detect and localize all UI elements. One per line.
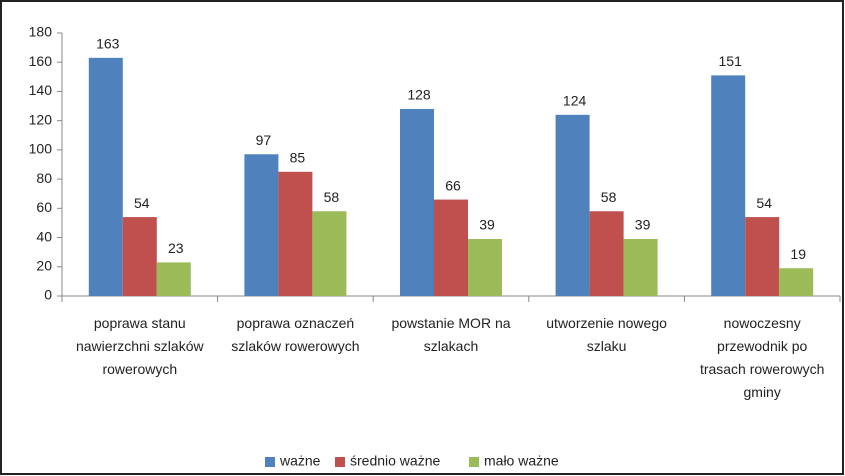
data-label: 54 — [756, 195, 772, 211]
bar — [122, 217, 157, 296]
x-tick-label: utworzenie nowego szlaku — [546, 315, 667, 354]
x-tick-label: nowoczesny przewodnik po trasach rowerow… — [699, 315, 825, 400]
x-tick-label: poprawa stanu nawierzchni szlaków rowero… — [75, 315, 204, 377]
y-tick-label: 120 — [29, 111, 53, 127]
y-tick-label: 20 — [36, 257, 52, 273]
bar — [156, 262, 191, 296]
data-label: 58 — [324, 189, 340, 205]
data-label: 151 — [719, 53, 743, 69]
data-label: 85 — [290, 150, 306, 166]
legend-label: mało ważne — [484, 453, 559, 469]
bar — [745, 217, 780, 296]
bar — [434, 199, 468, 296]
bar — [88, 57, 123, 296]
y-tick-label: 60 — [36, 199, 52, 215]
y-tick-label: 100 — [29, 141, 53, 157]
bar — [278, 171, 313, 296]
data-label: 23 — [168, 240, 184, 256]
bar — [555, 114, 590, 296]
data-label: 163 — [96, 36, 120, 52]
y-tick-label: 0 — [44, 287, 52, 303]
y-tick-label: 180 — [29, 24, 53, 40]
bar — [623, 239, 658, 296]
bar — [779, 268, 814, 296]
legend-swatch — [265, 457, 275, 467]
bar — [244, 154, 279, 296]
x-tick-label: poprawa oznaczeń szlaków rowerowych — [231, 315, 360, 354]
bar — [400, 108, 434, 296]
data-label: 39 — [479, 217, 495, 233]
data-label: 19 — [790, 246, 806, 262]
data-label: 54 — [134, 195, 150, 211]
bar — [589, 211, 624, 296]
legend-swatch — [469, 457, 479, 467]
x-tick-label: powstanie MOR na szlakach — [391, 315, 511, 354]
data-label: 97 — [256, 132, 272, 148]
data-label: 124 — [563, 93, 587, 109]
data-label: 128 — [407, 87, 431, 103]
y-tick-label: 40 — [36, 228, 52, 244]
bar — [711, 75, 746, 296]
y-tick-label: 80 — [36, 170, 52, 186]
legend-swatch — [335, 457, 345, 467]
y-tick-label: 160 — [29, 53, 53, 69]
legend-label: ważne — [279, 453, 321, 469]
legend-label: średnio ważne — [350, 453, 440, 469]
bar — [468, 239, 502, 296]
bar — [312, 211, 347, 296]
data-label: 39 — [635, 217, 651, 233]
y-tick-label: 140 — [29, 82, 53, 98]
data-label: 66 — [445, 177, 461, 193]
data-label: 58 — [601, 189, 617, 205]
